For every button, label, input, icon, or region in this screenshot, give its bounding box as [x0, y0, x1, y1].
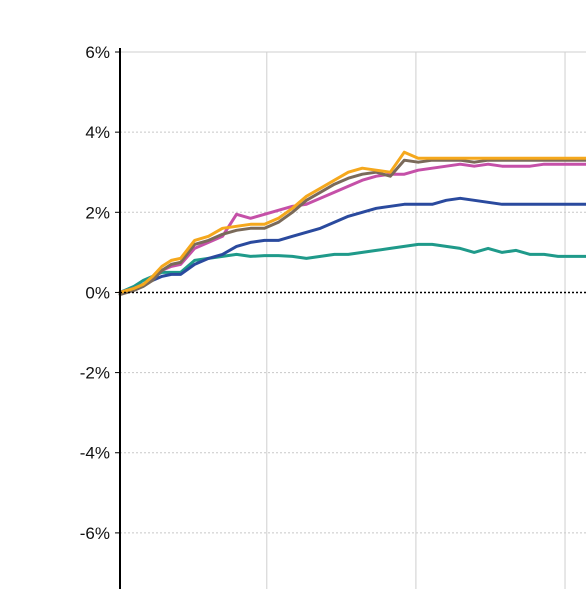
- tick-label-layer: 6% 4% 2% 0% -2% -4% -6%: [80, 43, 110, 543]
- y-tick-label: -4%: [80, 444, 110, 463]
- y-tick-label: 4%: [85, 123, 110, 142]
- series-layer: [118, 150, 586, 296]
- y-tick-label: 2%: [85, 203, 110, 222]
- series-line-4: [118, 158, 586, 296]
- y-tick-label: 0%: [85, 283, 110, 302]
- series-line-5: [118, 150, 586, 294]
- series-line-1: [118, 242, 586, 294]
- axis-layer: [115, 48, 586, 589]
- y-tick-label: -2%: [80, 364, 110, 383]
- y-tick-label: -6%: [80, 524, 110, 543]
- series-line-2: [118, 196, 586, 294]
- grid-layer: [120, 51, 586, 589]
- y-tick-label: 6%: [85, 43, 110, 62]
- series-line-3: [118, 162, 586, 294]
